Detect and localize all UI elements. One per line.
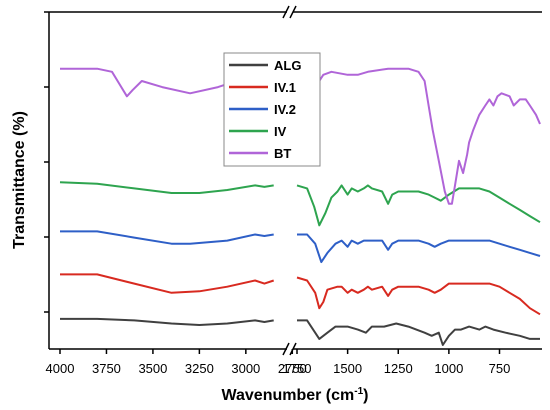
plot-frame bbox=[48, 5, 542, 356]
legend-label-0: ALG bbox=[274, 58, 301, 73]
series-alg-seg1 bbox=[60, 317, 274, 326]
series-iv-2-seg2 bbox=[297, 233, 541, 264]
x-tick-label-4000: 4000 bbox=[46, 361, 75, 376]
series-iv-seg1 bbox=[59, 181, 274, 194]
x-tick-label-2750: 2750 bbox=[278, 361, 307, 376]
x-tick-label-3750: 3750 bbox=[92, 361, 121, 376]
series-iv-2-seg1 bbox=[60, 230, 274, 245]
x-tick-label-1000: 1000 bbox=[434, 361, 463, 376]
x-tick-label-3000: 3000 bbox=[231, 361, 260, 376]
axis-break-top bbox=[282, 5, 297, 19]
x-tick-label-750: 750 bbox=[489, 361, 511, 376]
legend-label-3: IV bbox=[274, 124, 287, 139]
series-iv-1-seg2 bbox=[296, 276, 541, 316]
y-ticks bbox=[44, 11, 49, 313]
y-axis-title: Transmittance (%) bbox=[11, 111, 28, 249]
x-tick-label-1500: 1500 bbox=[333, 361, 362, 376]
x-tick-label-3500: 3500 bbox=[138, 361, 167, 376]
series-alg-seg2 bbox=[297, 319, 540, 346]
legend-label-1: IV.1 bbox=[274, 80, 296, 95]
series-iv-1-seg1 bbox=[60, 273, 275, 294]
x-tick-label-1750: 1750 bbox=[283, 361, 312, 376]
legend: ALG IV.1 IV.2 IV BT bbox=[223, 52, 321, 167]
series-iv-seg2 bbox=[296, 184, 541, 227]
series-bt-seg2 bbox=[297, 67, 541, 205]
x-tick-label-1250: 1250 bbox=[384, 361, 413, 376]
x-tick-label-3250: 3250 bbox=[185, 361, 214, 376]
legend-label-4: BT bbox=[274, 146, 291, 161]
legend-label-2: IV.2 bbox=[274, 102, 296, 117]
series-layer bbox=[59, 67, 541, 346]
x-axis-title: Wavenumber (cm-1) bbox=[221, 386, 368, 404]
